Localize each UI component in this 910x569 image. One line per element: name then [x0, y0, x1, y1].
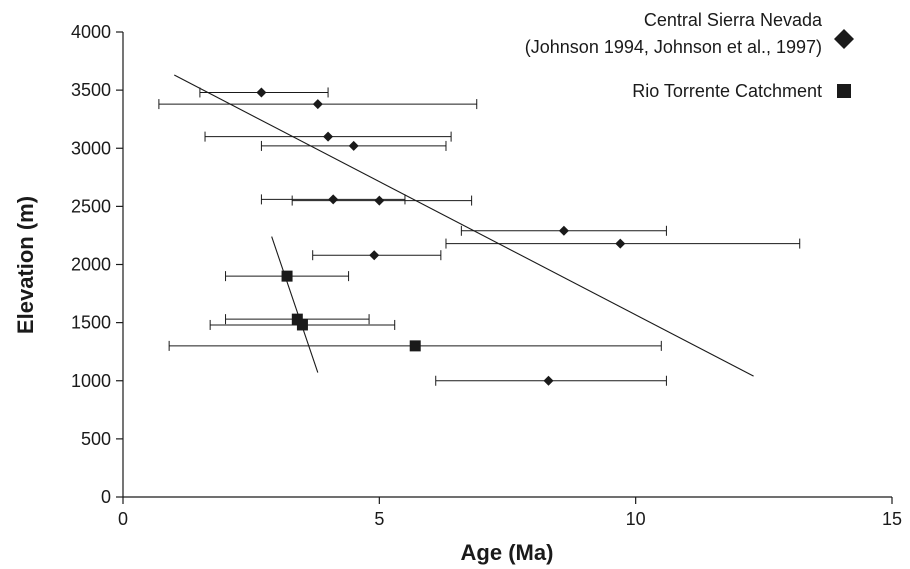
- data-point-diamond: [615, 238, 626, 249]
- y-tick-label: 1000: [71, 371, 111, 391]
- data-point-diamond: [256, 87, 267, 98]
- x-axis-title: Age (Ma): [461, 540, 554, 565]
- data-point-diamond: [328, 194, 339, 205]
- data-point-square: [291, 313, 303, 325]
- data-point-square: [296, 319, 308, 331]
- data-point-diamond: [543, 375, 554, 386]
- trendline-series-1: [271, 236, 319, 373]
- x-tick-label: 15: [882, 509, 902, 529]
- legend-square-icon: [837, 84, 851, 98]
- x-tick-label: 5: [374, 509, 384, 529]
- x-tick-label: 10: [626, 509, 646, 529]
- data-point-diamond: [312, 99, 323, 110]
- legend-label-central-sierra-nevada-citation: (Johnson 1994, Johnson et al., 1997): [525, 37, 822, 57]
- y-tick-label: 2000: [71, 255, 111, 275]
- data-point-diamond: [558, 225, 569, 236]
- legend-diamond-icon: [834, 29, 854, 49]
- x-ticks: 0 5 10 15: [118, 497, 902, 529]
- y-tick-label: 4000: [71, 22, 111, 42]
- data-point-diamond: [374, 195, 385, 206]
- y-axis-title: Elevation (m): [13, 196, 38, 334]
- y-tick-label: 3500: [71, 80, 111, 100]
- data-point-square: [409, 340, 421, 352]
- y-ticks: 0 500 1000 1500 2000 2500 3000 3500 4000: [71, 22, 123, 507]
- error-bars: [158, 87, 801, 386]
- trendline-series-0: [174, 74, 754, 377]
- data-point-diamond: [348, 140, 359, 151]
- y-tick-label: 0: [101, 487, 111, 507]
- data-point-square: [281, 270, 293, 282]
- legend-label-rio-torrente: Rio Torrente Catchment: [632, 81, 822, 101]
- x-tick-label: 0: [118, 509, 128, 529]
- y-tick-label: 3000: [71, 138, 111, 158]
- y-tick-label: 2500: [71, 196, 111, 216]
- data-point-diamond: [369, 250, 380, 261]
- data-markers: [256, 87, 626, 386]
- data-point-diamond: [323, 131, 334, 142]
- legend-label-central-sierra-nevada: Central Sierra Nevada: [644, 10, 823, 30]
- legend: Central Sierra Nevada (Johnson 1994, Joh…: [525, 10, 854, 101]
- trendlines: [174, 74, 754, 377]
- y-tick-label: 1500: [71, 313, 111, 333]
- y-tick-label: 500: [81, 429, 111, 449]
